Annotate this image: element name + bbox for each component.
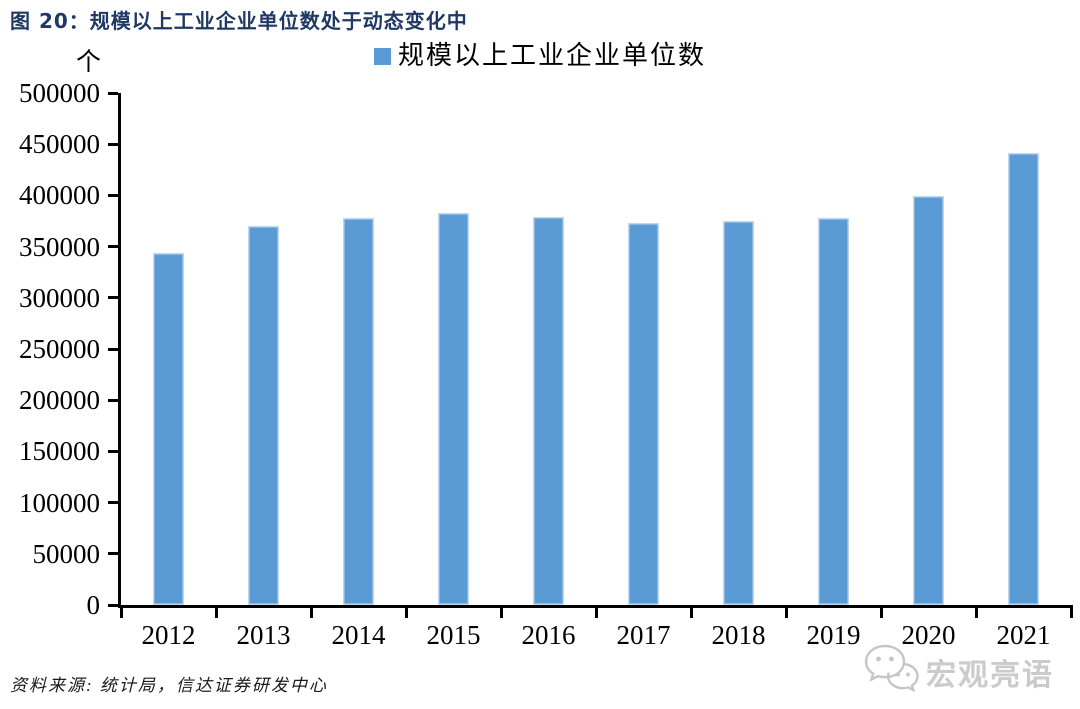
chart-legend: 规模以上工业企业单位数 bbox=[373, 41, 707, 70]
legend-swatch-icon bbox=[373, 47, 391, 65]
y-axis-tick bbox=[108, 245, 118, 249]
y-axis-tick bbox=[108, 398, 118, 402]
x-axis-label-2012: 2012 bbox=[141, 620, 196, 650]
x-axis-label-2019: 2019 bbox=[806, 620, 861, 650]
y-axis-tick-label: 400000 bbox=[19, 180, 100, 211]
bar-2018 bbox=[723, 221, 754, 605]
y-axis-tick-label: 200000 bbox=[19, 385, 100, 416]
x-axis-label-2021: 2021 bbox=[996, 620, 1051, 650]
y-axis-tick-label: 100000 bbox=[19, 487, 100, 518]
y-axis-tick-label: 500000 bbox=[19, 78, 100, 108]
y-axis-tick bbox=[108, 449, 118, 453]
y-axis-tick bbox=[108, 603, 118, 607]
x-axis-tick bbox=[689, 605, 693, 618]
plot-area: 0 50000 100000 150000 200000 250000 300000 3500… bbox=[19, 79, 1073, 649]
y-axis-tick bbox=[108, 501, 118, 505]
bar-2012 bbox=[153, 253, 184, 605]
y-axis-tick bbox=[108, 347, 118, 351]
watermark-label: 宏观亮语 bbox=[926, 658, 1054, 693]
bar-2021 bbox=[1008, 153, 1039, 605]
x-axis-tick bbox=[879, 605, 883, 618]
x-axis-label-2020: 2020 bbox=[901, 620, 956, 650]
bar-2017 bbox=[628, 223, 659, 605]
x-axis-tick bbox=[784, 605, 788, 618]
x-axis-tick bbox=[309, 605, 313, 618]
x-axis-label-2016: 2016 bbox=[521, 620, 576, 650]
wechat-bubbles-icon bbox=[862, 642, 920, 703]
bar-2019 bbox=[818, 218, 849, 605]
y-axis-tick bbox=[108, 296, 118, 300]
y-axis-tick-label: 350000 bbox=[19, 231, 100, 262]
x-axis-tick bbox=[119, 605, 123, 618]
bar-2020 bbox=[913, 196, 944, 605]
bar-2014 bbox=[343, 218, 374, 605]
y-axis-tick-label: 150000 bbox=[19, 436, 100, 467]
y-axis-tick-label: 300000 bbox=[19, 282, 100, 313]
y-axis-unit-label: 个 bbox=[76, 49, 102, 76]
x-axis-label-2015: 2015 bbox=[426, 620, 481, 650]
y-axis-tick-label: 250000 bbox=[19, 334, 100, 364]
y-axis-tick bbox=[108, 142, 118, 146]
y-axis-tick bbox=[108, 193, 118, 197]
legend-label: 规模以上工业企业单位数 bbox=[397, 41, 707, 70]
bar-2015 bbox=[438, 213, 469, 605]
bar-2016 bbox=[533, 217, 564, 605]
x-axis-label-2014: 2014 bbox=[331, 620, 386, 650]
y-axis-tick-label: 0 bbox=[86, 590, 101, 620]
y-axis-tick-label: 450000 bbox=[19, 129, 100, 160]
figure-title: 图 20：规模以上工业企业单位数处于动态变化中 bbox=[10, 9, 468, 33]
y-axis-tick bbox=[108, 552, 118, 556]
x-axis-tick bbox=[594, 605, 598, 618]
x-axis-tick bbox=[1069, 605, 1073, 618]
x-axis-label-2017: 2017 bbox=[616, 620, 671, 650]
x-axis-tick bbox=[404, 605, 408, 618]
x-axis-tick bbox=[499, 605, 503, 618]
bar-2013 bbox=[248, 226, 279, 605]
watermark: 宏观亮语 bbox=[862, 640, 1072, 704]
x-axis-label-2013: 2013 bbox=[236, 620, 291, 650]
y-axis-tick bbox=[108, 91, 118, 95]
x-axis-tick bbox=[214, 605, 218, 618]
x-axis-tick bbox=[974, 605, 978, 618]
source-note: 资料来源: 统计局，信达证券研发中心 bbox=[10, 676, 328, 695]
x-axis-label-2018: 2018 bbox=[711, 620, 766, 650]
y-axis-tick-label: 50000 bbox=[32, 538, 101, 569]
